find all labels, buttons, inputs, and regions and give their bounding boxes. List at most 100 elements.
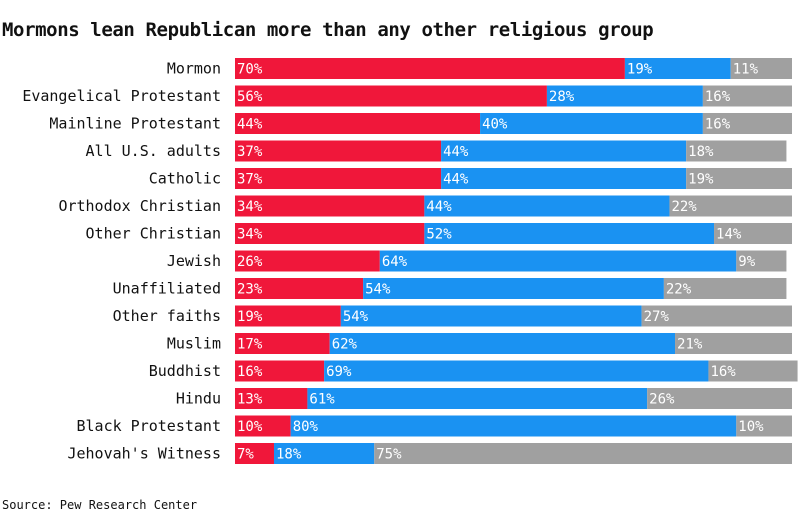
bar-mainline-protestant-republican [235,113,481,134]
bar-black-protestant-democrat [290,415,737,437]
bar-black-protestant-republican [235,415,291,437]
bar-jehovah-s-witness-other [374,443,792,464]
value-label-jewish-democrat: 64% [382,254,408,270]
bar-muslim-republican [235,333,330,354]
value-label-catholic-democrat: 44% [443,172,469,188]
value-label-black-protestant-republican: 10% [237,419,263,435]
value-label-mainline-protestant-other: 16% [705,117,731,133]
bar-all-u-s-adults-other [686,140,787,162]
bar-mormon-other [730,58,792,79]
value-label-other-christian-democrat: 52% [426,227,452,243]
value-label-mainline-protestant-democrat: 40% [482,117,508,133]
value-label-jehovah-s-witness-other: 75% [376,447,402,463]
bar-evangelical-protestant-republican [235,85,547,107]
value-label-muslim-democrat: 62% [332,337,358,353]
value-label-buddhist-republican: 16% [237,364,263,380]
category-label-muslim: Muslim [167,335,221,353]
bar-hindu-democrat [307,388,648,409]
bar-jewish-other [736,250,787,272]
category-label-mainline-protestant: Mainline Protestant [49,115,221,133]
value-label-mormon-other: 11% [733,62,759,78]
bar-unaffiliated-republican [235,278,364,299]
bar-orthodox-christian-other [669,195,792,217]
bar-mainline-protestant-other [702,113,792,134]
bar-other-christian-republican [235,223,425,244]
value-label-other-faiths-democrat: 54% [343,309,369,325]
bar-unaffiliated-other [663,278,787,299]
value-label-unaffiliated-democrat: 54% [365,282,391,298]
value-label-buddhist-other: 16% [710,364,736,380]
value-label-mormon-republican: 70% [237,62,263,78]
category-label-buddhist: Buddhist [149,362,221,380]
category-label-orthodox-christian: Orthodox Christian [58,197,221,215]
category-label-catholic: Catholic [149,170,221,188]
value-label-black-protestant-other: 10% [738,419,764,435]
value-label-unaffiliated-republican: 23% [237,282,263,298]
bar-all-u-s-adults-democrat [441,140,687,162]
bar-all-u-s-adults-republican [235,140,442,162]
bar-other-faiths-republican [235,305,341,327]
value-label-orthodox-christian-democrat: 44% [426,199,452,215]
bar-catholic-democrat [441,168,687,189]
bar-other-christian-other [714,223,792,244]
category-label-mormon: Mormon [167,60,221,78]
value-label-muslim-republican: 17% [237,337,263,353]
bar-evangelical-protestant-democrat [546,85,703,107]
bar-mormon-republican [235,58,625,79]
bar-other-faiths-democrat [340,305,642,327]
bar-hindu-other [647,388,792,409]
bar-jewish-democrat [379,250,737,272]
value-label-hindu-republican: 13% [237,392,263,408]
bar-jehovah-s-witness-democrat [273,443,375,464]
category-label-black-protestant: Black Protestant [77,417,222,435]
bar-buddhist-democrat [324,360,709,382]
category-label-unaffiliated: Unaffiliated [113,280,221,298]
category-label-other-christian: Other Christian [86,225,221,243]
value-label-other-christian-other: 14% [716,227,742,243]
bar-muslim-democrat [329,333,676,354]
value-label-evangelical-protestant-democrat: 28% [549,89,575,105]
bar-jehovah-s-witness-republican [235,443,274,464]
value-label-other-faiths-other: 27% [644,309,670,325]
bar-hindu-republican [235,388,308,409]
bar-catholic-other [686,168,792,189]
source-note: Source: Pew Research Center [2,498,198,512]
category-label-all-u-s-adults: All U.S. adults [86,142,221,160]
value-label-all-u-s-adults-democrat: 44% [443,144,469,160]
bar-catholic-republican [235,168,442,189]
bar-mainline-protestant-democrat [480,113,703,134]
bar-orthodox-christian-democrat [424,195,670,217]
value-label-all-u-s-adults-republican: 37% [237,144,263,160]
category-label-jehovah-s-witness: Jehovah's Witness [67,445,221,463]
bar-jewish-republican [235,250,380,272]
category-label-hindu: Hindu [176,390,221,408]
bar-buddhist-republican [235,360,325,382]
value-label-evangelical-protestant-republican: 56% [237,89,263,105]
value-label-unaffiliated-other: 22% [666,282,692,298]
value-label-orthodox-christian-other: 22% [671,199,697,215]
value-label-other-faiths-republican: 19% [237,309,263,325]
value-label-black-protestant-democrat: 80% [293,419,319,435]
value-label-jehovah-s-witness-republican: 7% [237,447,254,463]
bar-buddhist-other [708,360,798,382]
value-label-mormon-democrat: 19% [627,62,653,78]
value-label-hindu-other: 26% [649,392,675,408]
chart-title: Mormons lean Republican more than any ot… [2,19,654,41]
value-label-hindu-democrat: 61% [309,392,335,408]
value-label-buddhist-democrat: 69% [326,364,352,380]
value-label-muslim-other: 21% [677,337,703,353]
value-label-other-christian-republican: 34% [237,227,263,243]
value-label-orthodox-christian-republican: 34% [237,199,263,215]
bar-muslim-other [675,333,792,354]
value-label-all-u-s-adults-other: 18% [688,144,714,160]
bar-unaffiliated-democrat [363,278,664,299]
value-label-jewish-other: 9% [738,254,755,270]
value-label-jewish-republican: 26% [237,254,263,270]
value-label-mainline-protestant-republican: 44% [237,117,263,133]
value-label-jehovah-s-witness-democrat: 18% [276,447,302,463]
bar-mormon-democrat [624,58,731,79]
category-label-jewish: Jewish [167,252,221,270]
value-label-evangelical-protestant-other: 16% [705,89,731,105]
bar-orthodox-christian-republican [235,195,425,217]
